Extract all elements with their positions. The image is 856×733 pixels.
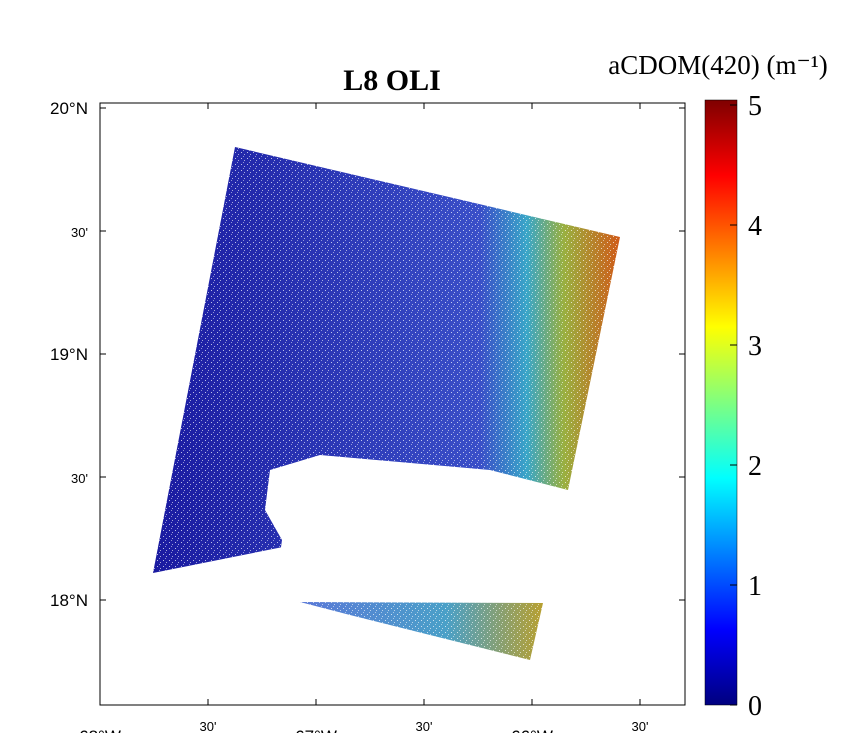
longitude-label: 30' xyxy=(416,719,433,733)
map-frame xyxy=(99,102,686,706)
latitude-label: 30' xyxy=(71,471,88,486)
longitude-label: 66°W xyxy=(511,727,553,733)
longitude-label: 67°W xyxy=(295,727,337,733)
latitude-label: 30' xyxy=(71,225,88,240)
latitude-label: 19°N xyxy=(50,345,88,364)
colorbar xyxy=(704,99,738,706)
axes: 0 1 2 3 4 5 20°N 30' 19°N 30' 18°N 68°W 30' 67°W 30' 66… xyxy=(50,91,762,733)
map-title: L8 OLI xyxy=(343,64,441,97)
longitude-label: 68°W xyxy=(79,727,121,733)
longitude-label: 30' xyxy=(632,719,649,733)
colorbar-tick-label: 1 xyxy=(748,571,762,602)
longitude-label: 30' xyxy=(200,719,217,733)
latitude-label: 20°N xyxy=(50,99,88,118)
colorbar-tick-label: 3 xyxy=(748,331,762,362)
colorbar-tick-label: 0 xyxy=(748,691,762,722)
colorbar-tick-label: 5 xyxy=(748,91,762,122)
satellite-scene xyxy=(153,147,620,660)
colorbar-tick-label: 2 xyxy=(748,451,762,482)
latitude-label: 18°N xyxy=(50,591,88,610)
colorbar-label: aCDOM(420) (m⁻¹) xyxy=(608,50,828,80)
colorbar-tick-label: 4 xyxy=(748,211,762,242)
